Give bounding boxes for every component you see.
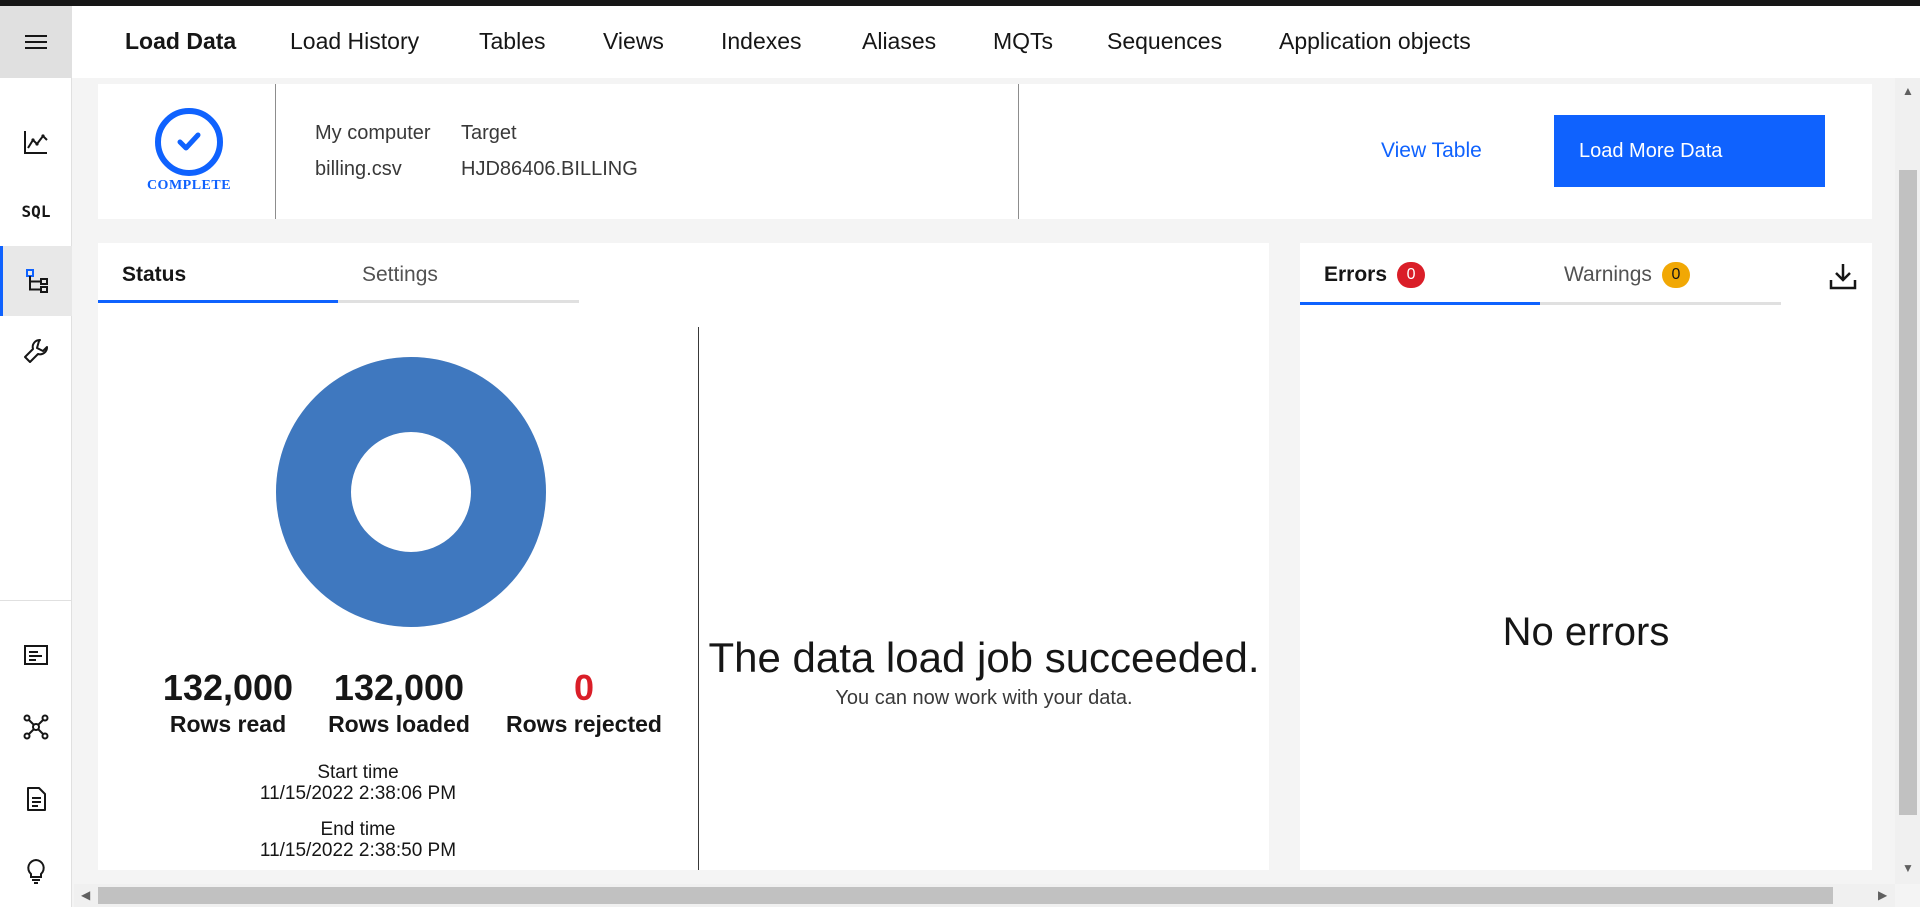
scroll-down-arrow-icon[interactable]: ▼ xyxy=(1902,861,1914,875)
rows-donut-chart xyxy=(276,357,546,627)
tab-mqts[interactable]: MQTs xyxy=(993,28,1054,54)
checkmark-icon xyxy=(177,132,201,151)
view-table-link[interactable]: View Table xyxy=(1381,139,1482,162)
target-header: Target xyxy=(461,122,517,144)
tab-sequences[interactable]: Sequences xyxy=(1107,28,1223,54)
rail-item-administer[interactable] xyxy=(0,316,72,386)
tab-application-objects[interactable]: Application objects xyxy=(1279,28,1471,54)
success-subtitle: You can now work with your data. xyxy=(835,687,1133,709)
stat-rows-read: 132,000 Rows read xyxy=(143,667,313,738)
complete-ring xyxy=(155,108,223,176)
rail-item-tips[interactable] xyxy=(0,836,72,906)
console-icon xyxy=(24,645,48,665)
network-icon xyxy=(23,714,49,740)
vertical-scroll-thumb[interactable] xyxy=(1899,170,1917,815)
start-time: Start time 11/15/2022 2:38:06 PM xyxy=(228,762,488,804)
load-summary-card: COMPLETE My computer Target billing.csv … xyxy=(98,84,1872,219)
tab-load-history[interactable]: Load History xyxy=(290,28,420,54)
top-navigation: Load Data Load History Tables Views Inde… xyxy=(72,6,1920,78)
stat-rows-loaded: 132,000 Rows loaded xyxy=(314,667,484,738)
end-time: End time 11/15/2022 2:38:50 PM xyxy=(228,819,488,861)
rows-read-value: 132,000 xyxy=(162,667,294,708)
source-file: billing.csv xyxy=(315,158,402,180)
tab-load-data[interactable]: Load Data xyxy=(125,28,237,54)
summary-divider xyxy=(275,84,276,219)
rows-loaded-label: Rows loaded xyxy=(328,711,470,737)
hamburger-menu-button[interactable] xyxy=(0,6,72,78)
rail-item-console[interactable] xyxy=(0,620,72,690)
end-time-label: End time xyxy=(320,819,396,840)
complete-label: COMPLETE xyxy=(146,178,232,193)
status-panel: Status Settings 132,000 Rows read 132,00… xyxy=(98,243,1269,870)
scroll-up-arrow-icon[interactable]: ▲ xyxy=(1902,84,1914,98)
warnings-tab-label: Warnings xyxy=(1564,263,1652,286)
end-time-value: 11/15/2022 2:38:50 PM xyxy=(259,840,457,861)
status-divider xyxy=(698,327,699,870)
scroll-right-arrow-icon[interactable]: ▶ xyxy=(1878,888,1888,902)
donut-loaded-segment xyxy=(276,357,546,627)
load-more-data-button[interactable]: Load More Data xyxy=(1554,115,1825,187)
source-header: My computer xyxy=(315,122,431,144)
rail-item-sql[interactable]: SQL xyxy=(0,176,72,246)
complete-status: COMPLETE xyxy=(134,108,244,194)
vertical-scrollbar[interactable]: ▲ ▼ xyxy=(1895,78,1920,884)
data-tree-icon xyxy=(25,269,48,293)
rows-rejected-value: 0 xyxy=(573,667,595,708)
wrench-icon xyxy=(24,339,48,363)
rail-item-documentation[interactable] xyxy=(0,764,72,834)
lightbulb-icon xyxy=(27,858,45,884)
target-table: HJD86406.BILLING xyxy=(461,158,638,180)
tab-status[interactable]: Status xyxy=(98,243,338,303)
errors-tab-label: Errors xyxy=(1324,263,1388,286)
rail-item-connections[interactable] xyxy=(0,692,72,762)
rows-rejected-label: Rows rejected xyxy=(506,711,662,737)
errors-count-badge: 0 xyxy=(1397,262,1426,288)
tab-errors[interactable]: Errors 0 xyxy=(1300,243,1540,305)
success-message: The data load job succeeded. You can now… xyxy=(699,631,1269,710)
errors-panel: Errors 0 Warnings 0 No errors xyxy=(1300,243,1872,870)
tab-settings[interactable]: Settings xyxy=(338,243,579,303)
tab-indexes[interactable]: Indexes xyxy=(721,28,802,54)
start-time-value: 11/15/2022 2:38:06 PM xyxy=(259,783,457,804)
start-time-label: Start time xyxy=(317,762,399,783)
menu-icon xyxy=(25,35,47,49)
success-title: The data load job succeeded. xyxy=(708,634,1260,681)
rail-item-data[interactable] xyxy=(0,246,72,316)
rows-loaded-value: 132,000 xyxy=(333,667,465,708)
tab-views[interactable]: Views xyxy=(603,28,664,54)
rows-read-label: Rows read xyxy=(169,711,287,737)
scroll-left-arrow-icon[interactable]: ◀ xyxy=(81,888,91,902)
warnings-count-badge: 0 xyxy=(1661,262,1690,288)
tab-tables[interactable]: Tables xyxy=(479,28,546,54)
no-errors-message: No errors xyxy=(1502,610,1670,654)
tab-aliases[interactable]: Aliases xyxy=(862,28,937,54)
download-icon[interactable] xyxy=(1828,261,1858,291)
window-top-border xyxy=(0,0,1920,6)
summary-divider xyxy=(1018,84,1019,219)
horizontal-scrollbar[interactable]: ◀ ▶ xyxy=(74,884,1895,907)
rail-item-monitor[interactable] xyxy=(0,107,72,177)
tab-warnings[interactable]: Warnings 0 xyxy=(1540,243,1781,305)
horizontal-scroll-thumb[interactable] xyxy=(98,887,1833,904)
document-icon xyxy=(27,787,46,811)
left-rail: SQL xyxy=(0,6,72,907)
chart-icon xyxy=(24,131,48,154)
stat-rows-rejected: 0 Rows rejected xyxy=(496,667,672,738)
sql-icon: SQL xyxy=(21,201,51,221)
rail-divider xyxy=(0,600,72,601)
